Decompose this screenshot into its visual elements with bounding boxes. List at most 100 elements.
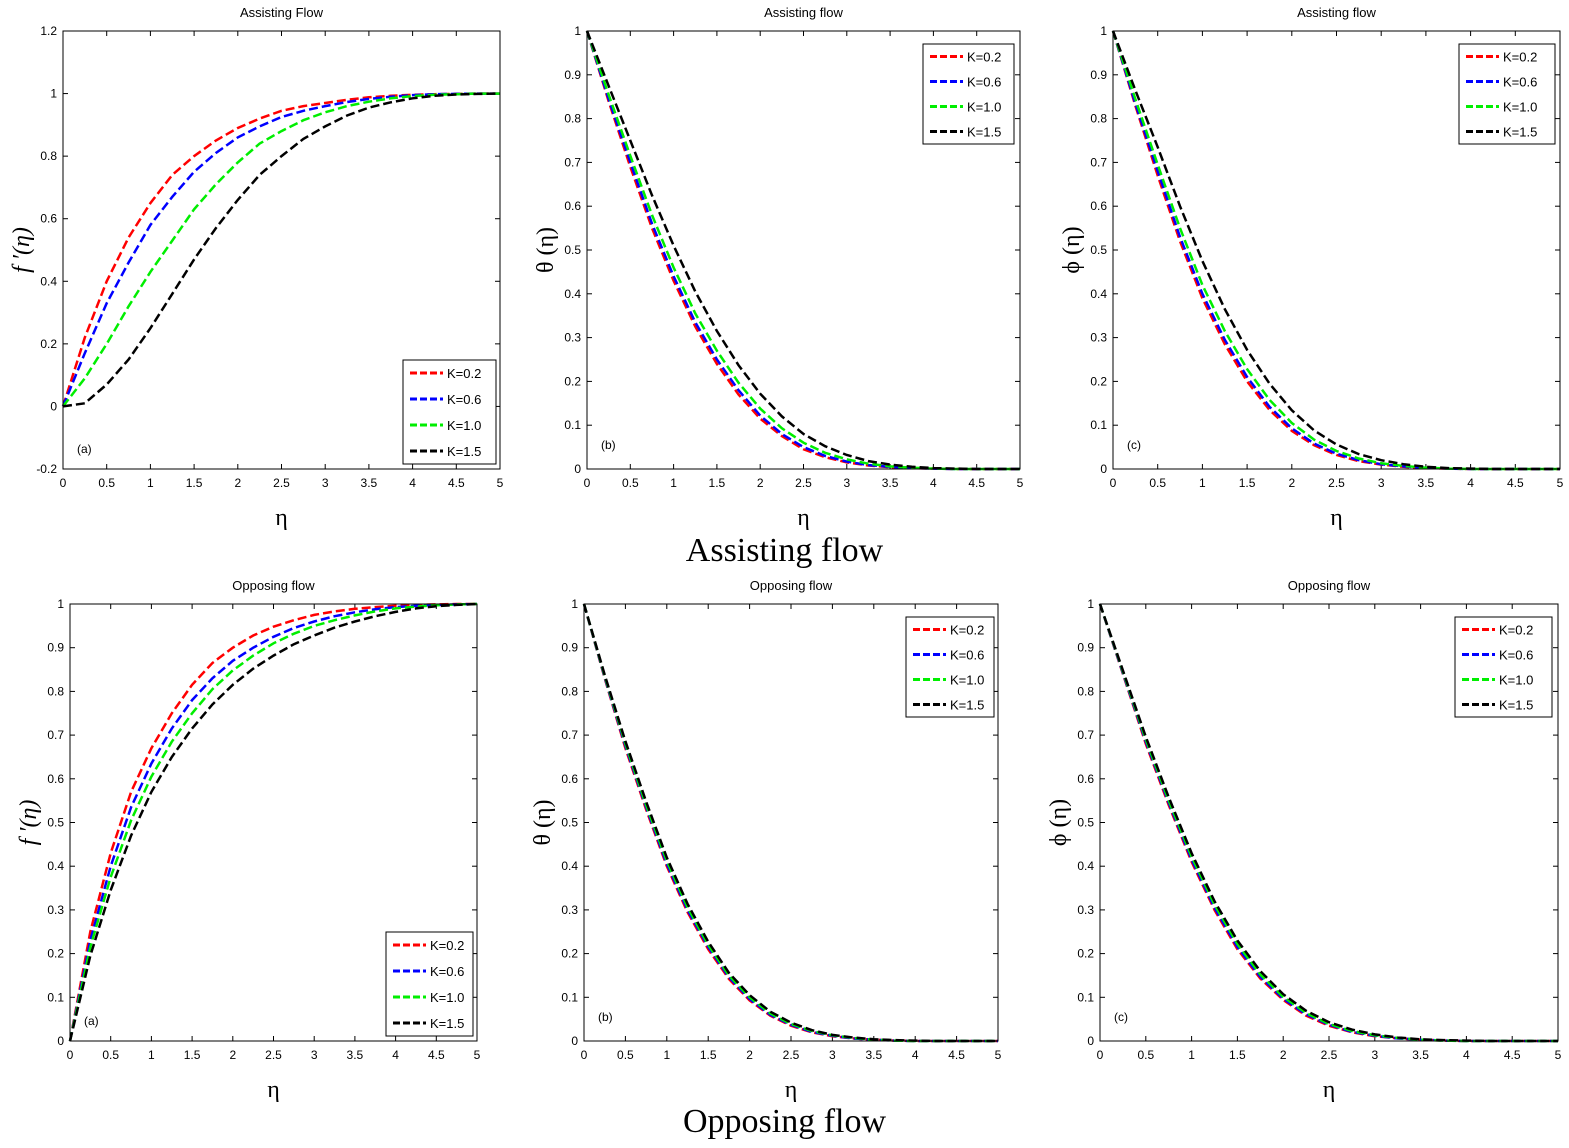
y-tick-label: 0.7	[561, 728, 578, 742]
x-tick-label: 0.5	[102, 1048, 119, 1062]
legend: K=0.2 K=0.6 K=1.0 K=1.5	[402, 359, 497, 465]
x-tick-label: 1	[1188, 1048, 1195, 1062]
y-tick-label: -0.2	[36, 462, 57, 476]
legend-label: K=1.0	[967, 100, 1001, 115]
x-tick-label: 3.5	[1412, 1048, 1429, 1062]
y-tick-label: 0.4	[561, 859, 578, 873]
x-tick-label: 2.5	[1321, 1048, 1338, 1062]
caption-opposing-flow: Opposing flow	[682, 1103, 887, 1140]
x-tick-label: 4.5	[948, 1048, 965, 1062]
y-tick-label: 0.1	[564, 418, 581, 432]
y-tick-label: 0.1	[561, 990, 578, 1004]
chart-panel-2: Assisting flow 0 0.5 1 1.5 2 2.5 3 3.5 4 4.5 5 0 0.1 0…	[533, 5, 1024, 531]
panel-label: (b)	[598, 1010, 613, 1024]
y-tick-label: 0.7	[1090, 155, 1107, 169]
x-tick-label: 0.5	[98, 476, 115, 490]
legend-label: K=0.2	[950, 623, 984, 638]
y-tick-label: 0.5	[564, 243, 581, 257]
y-tick-label: 0.2	[47, 947, 64, 961]
legend: K=0.2 K=0.6 K=1.0 K=1.5	[922, 43, 1015, 145]
legend-label: K=1.0	[950, 673, 984, 688]
y-tick-label: 0.7	[1077, 728, 1094, 742]
legend-label: K=1.0	[1503, 100, 1537, 115]
x-tick-label: 3.5	[361, 476, 378, 490]
y-tick-label: 0.8	[47, 684, 64, 698]
y-tick-label: 0.5	[1077, 816, 1094, 830]
series-line-K-1-0	[62, 92, 500, 408]
y-tick-label: 0.2	[564, 374, 581, 388]
series-line-K-0-6	[68, 602, 478, 1042]
x-tick-label: 1.5	[709, 476, 726, 490]
y-tick-label: 0.7	[47, 728, 64, 742]
x-tick-label: 3.5	[882, 476, 899, 490]
legend-label: K=0.6	[1503, 75, 1537, 90]
x-tick-label: 5	[1557, 476, 1564, 490]
x-axis-label: η	[797, 505, 810, 531]
x-tick-label: 2	[234, 476, 241, 490]
legend: K=0.2 K=0.6 K=1.0 K=1.5	[1458, 43, 1556, 145]
y-tick-label: 0.4	[564, 287, 581, 301]
chart-panel-6: Opposing flow 0 0.5 1 1.5 2 2.5 3 3.5 4 4.5 5 0 0.1 0.…	[1046, 578, 1562, 1103]
panel-label: (a)	[84, 1014, 99, 1028]
x-tick-label: 1	[148, 1048, 155, 1062]
x-tick-label: 4	[1463, 1048, 1470, 1062]
y-tick-label: 0.3	[1090, 331, 1107, 345]
panel-label: (a)	[77, 442, 92, 456]
x-tick-label: 2.5	[1328, 476, 1345, 490]
panel-label: (c)	[1127, 438, 1141, 452]
y-tick-label: 0.6	[40, 212, 57, 226]
x-tick-label: 0	[67, 1048, 74, 1062]
x-tick-label: 1	[663, 1048, 670, 1062]
x-tick-label: 4	[1467, 476, 1474, 490]
plot-frame	[583, 603, 999, 1042]
x-tick-label: 4	[912, 1048, 919, 1062]
y-axis-label: θ (η)	[533, 227, 559, 273]
y-tick-label: 0.3	[561, 903, 578, 917]
legend-label: K=1.5	[1503, 125, 1537, 140]
legend-box	[1458, 43, 1556, 145]
x-tick-label: 1.5	[1229, 1048, 1246, 1062]
chart-panel-5: Opposing flow 0 0.5 1 1.5 2 2.5 3 3.5 4 4.5 5 0 0.1 0.…	[530, 578, 1002, 1103]
legend-label: K=1.5	[447, 444, 481, 459]
legend-label: K=1.0	[447, 418, 481, 433]
x-tick-label: 1	[1199, 476, 1206, 490]
x-tick-label: 2	[757, 476, 764, 490]
y-tick-label: 0	[57, 1034, 64, 1048]
x-tick-label: 2	[746, 1048, 753, 1062]
plot-frame	[62, 30, 501, 470]
y-tick-label: 0.9	[564, 68, 581, 82]
legend-label: K=1.5	[967, 125, 1001, 140]
y-tick-label: 0.1	[1077, 990, 1094, 1004]
y-tick-label: 0.9	[1090, 68, 1107, 82]
y-tick-label: 0.4	[1090, 287, 1107, 301]
x-axis-label: η	[1323, 1077, 1336, 1103]
caption-assisting-flow: Assisting flow	[685, 532, 884, 569]
y-tick-label: 0.8	[561, 684, 578, 698]
series-line-K-1-5	[62, 92, 501, 408]
legend-label: K=0.6	[950, 648, 984, 663]
x-tick-label: 0	[1097, 1048, 1104, 1062]
plot-frame	[69, 603, 478, 1042]
legend-label: K=0.2	[1503, 50, 1537, 65]
chart-panel-3: Assisting flow 0 0.5 1 1.5 2 2.5 3 3.5 4 4.5 5 0 0.1 0…	[1059, 5, 1564, 531]
y-tick-label: 0.4	[47, 859, 64, 873]
y-tick-label: 0.6	[561, 772, 578, 786]
legend: K=0.2 K=0.6 K=1.0 K=1.5	[1454, 616, 1553, 718]
panel-label: (b)	[601, 438, 616, 452]
x-tick-label: 0	[581, 1048, 588, 1062]
x-tick-label: 2.5	[795, 476, 812, 490]
y-tick-label: 0.8	[1077, 684, 1094, 698]
x-tick-label: 4.5	[1504, 1048, 1521, 1062]
y-tick-label: 1	[574, 24, 581, 38]
x-tick-label: 0	[584, 476, 591, 490]
x-tick-label: 1	[147, 476, 154, 490]
x-tick-label: 1.5	[1239, 476, 1256, 490]
x-tick-label: 0.5	[617, 1048, 634, 1062]
legend-label: K=0.6	[967, 75, 1001, 90]
y-tick-label: 0.2	[561, 947, 578, 961]
chart-panel-4: Opposing flow 0 0.5 1 1.5 2 2.5 3 3.5 4 4.5 5 0 0.1 0.…	[16, 578, 481, 1103]
x-tick-label: 5	[1017, 476, 1024, 490]
legend-box	[905, 616, 995, 718]
x-tick-label: 2	[229, 1048, 236, 1062]
series-line-K-1-0	[68, 602, 478, 1042]
